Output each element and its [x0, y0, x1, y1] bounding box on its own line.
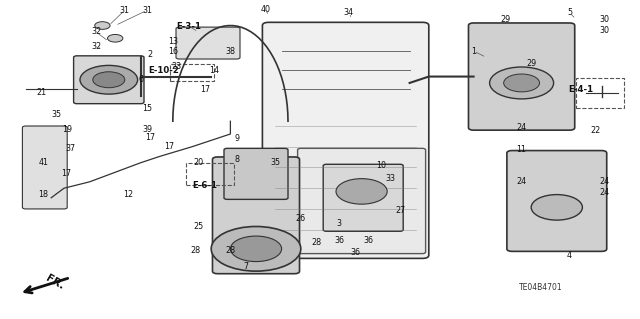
- Text: 30: 30: [600, 26, 610, 35]
- Text: 24: 24: [600, 189, 610, 197]
- Text: 35: 35: [270, 158, 280, 167]
- Text: 36: 36: [363, 236, 373, 245]
- Text: 12: 12: [123, 190, 133, 199]
- Text: 13: 13: [168, 37, 178, 46]
- Text: 33: 33: [385, 174, 396, 183]
- Bar: [186, 163, 234, 185]
- Text: 26: 26: [296, 214, 306, 223]
- Circle shape: [531, 195, 582, 220]
- Text: 36: 36: [334, 236, 344, 245]
- FancyBboxPatch shape: [262, 22, 429, 258]
- Text: 16: 16: [168, 47, 178, 56]
- Text: TE04B4701: TE04B4701: [519, 283, 563, 292]
- FancyBboxPatch shape: [323, 164, 403, 231]
- FancyBboxPatch shape: [468, 23, 575, 130]
- Bar: [170, 64, 214, 81]
- FancyBboxPatch shape: [224, 148, 288, 199]
- Circle shape: [211, 226, 301, 271]
- Text: 29: 29: [500, 15, 511, 24]
- Text: 18: 18: [38, 190, 49, 199]
- Text: 40: 40: [260, 5, 271, 14]
- Text: 32: 32: [91, 27, 101, 36]
- Text: 21: 21: [36, 88, 47, 97]
- Text: 6: 6: [138, 75, 143, 84]
- Text: 35: 35: [51, 110, 61, 119]
- Text: 1: 1: [471, 47, 476, 56]
- Text: 41: 41: [38, 158, 49, 167]
- Text: 39: 39: [142, 125, 152, 134]
- Text: E-6-1: E-6-1: [192, 181, 218, 190]
- FancyBboxPatch shape: [176, 27, 240, 59]
- FancyBboxPatch shape: [507, 151, 607, 251]
- FancyBboxPatch shape: [298, 148, 426, 254]
- Circle shape: [108, 34, 123, 42]
- Text: 14: 14: [209, 66, 220, 75]
- FancyBboxPatch shape: [22, 126, 67, 209]
- Text: 17: 17: [200, 85, 210, 94]
- Circle shape: [230, 236, 282, 262]
- Text: 30: 30: [600, 15, 610, 24]
- Text: E-10-2: E-10-2: [148, 66, 179, 75]
- Text: 28: 28: [225, 246, 236, 255]
- Text: E-4-1: E-4-1: [568, 85, 594, 94]
- Text: 22: 22: [590, 126, 600, 135]
- Text: 25: 25: [193, 222, 204, 231]
- Circle shape: [95, 22, 110, 29]
- Text: FR.: FR.: [44, 273, 65, 292]
- Text: 27: 27: [395, 206, 405, 215]
- Text: 38: 38: [225, 47, 236, 56]
- Text: 24: 24: [600, 177, 610, 186]
- FancyBboxPatch shape: [212, 157, 300, 274]
- Text: 37: 37: [65, 144, 76, 153]
- Text: 28: 28: [190, 246, 200, 255]
- Text: 11: 11: [516, 145, 527, 154]
- Text: 31: 31: [120, 6, 130, 15]
- Text: 3: 3: [337, 219, 342, 228]
- Text: 4: 4: [567, 251, 572, 260]
- Circle shape: [336, 179, 387, 204]
- Text: 24: 24: [516, 177, 527, 186]
- Text: 31: 31: [142, 6, 152, 15]
- Text: 23: 23: [171, 63, 181, 71]
- Text: 20: 20: [193, 158, 204, 167]
- Text: 29: 29: [526, 59, 536, 68]
- Circle shape: [490, 67, 554, 99]
- Text: E-3-1: E-3-1: [176, 22, 202, 31]
- Text: 34: 34: [344, 8, 354, 17]
- FancyBboxPatch shape: [74, 56, 144, 104]
- Circle shape: [80, 65, 138, 94]
- Text: 32: 32: [91, 42, 101, 51]
- Text: 10: 10: [376, 161, 386, 170]
- Text: 36: 36: [350, 248, 360, 256]
- Text: 17: 17: [164, 142, 175, 151]
- Text: 15: 15: [142, 104, 152, 113]
- Text: 9: 9: [234, 134, 239, 143]
- Text: 5: 5: [567, 8, 572, 17]
- Bar: [576, 78, 624, 108]
- Text: 28: 28: [312, 238, 322, 247]
- Circle shape: [504, 74, 540, 92]
- Text: 17: 17: [61, 169, 71, 178]
- Text: 8: 8: [234, 155, 239, 164]
- Text: 2: 2: [148, 50, 153, 59]
- Circle shape: [93, 72, 125, 88]
- Text: 19: 19: [62, 125, 72, 134]
- Text: 7: 7: [244, 262, 249, 271]
- Text: 17: 17: [145, 133, 156, 142]
- Text: 24: 24: [516, 123, 527, 132]
